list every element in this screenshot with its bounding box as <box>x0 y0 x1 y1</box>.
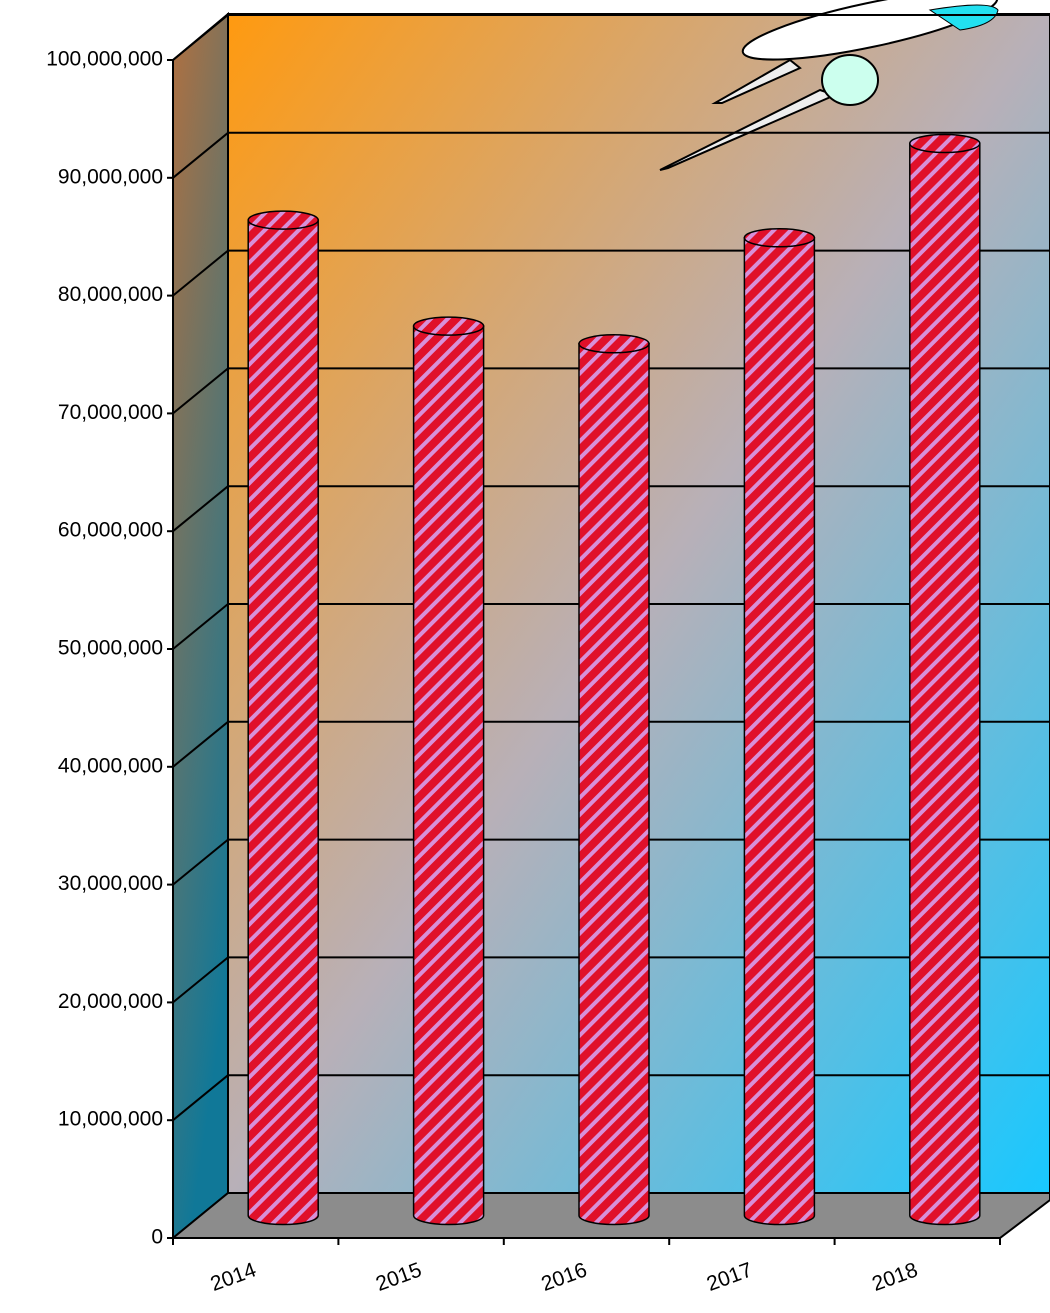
bar-cap <box>578 334 650 354</box>
bar <box>412 316 485 1226</box>
grid-line <box>172 838 229 886</box>
bar-body <box>743 237 816 1226</box>
bar-cap <box>412 316 485 336</box>
bar-cap <box>247 210 319 230</box>
grid-line <box>172 132 229 179</box>
bar <box>743 228 816 1226</box>
grid-line <box>172 14 229 61</box>
y-tick-label: 100,000,000 <box>46 48 163 71</box>
y-tick-label: 30,000,000 <box>58 872 163 895</box>
y-tick-label: 50,000,000 <box>58 637 163 660</box>
bar-cap <box>743 228 816 248</box>
x-tick-label: 2015 <box>373 1258 425 1296</box>
grid-line <box>172 485 229 532</box>
bar <box>247 210 319 1226</box>
grid-line <box>172 249 229 297</box>
bar-body <box>909 142 981 1226</box>
y-tick-label: 90,000,000 <box>58 165 163 188</box>
airplane <box>659 0 999 171</box>
y-tick-label: 20,000,000 <box>58 990 163 1013</box>
y-tick-label: 0 <box>151 1226 163 1249</box>
x-tick-label: 2016 <box>538 1258 590 1296</box>
y-tick-label: 60,000,000 <box>58 519 163 542</box>
grid-line <box>172 721 229 768</box>
y-tick-label: 70,000,000 <box>58 401 163 424</box>
bar-body <box>578 343 650 1226</box>
bar-cap <box>909 133 981 154</box>
x-tick-label: 2017 <box>704 1258 756 1296</box>
bar-body <box>412 325 485 1226</box>
grid-line <box>172 367 229 415</box>
x-tick-label: 2014 <box>207 1258 259 1296</box>
grid-line <box>172 956 229 1004</box>
grid-line <box>172 603 229 650</box>
x-tick-label: 2018 <box>869 1258 921 1296</box>
y-tick-label: 80,000,000 <box>58 283 163 306</box>
bar-body <box>247 219 319 1226</box>
y-tick-label: 40,000,000 <box>58 754 163 777</box>
grid-line <box>172 1074 229 1121</box>
y-tick-label: 10,000,000 <box>58 1108 163 1131</box>
bar <box>909 133 981 1226</box>
bar <box>578 334 650 1226</box>
